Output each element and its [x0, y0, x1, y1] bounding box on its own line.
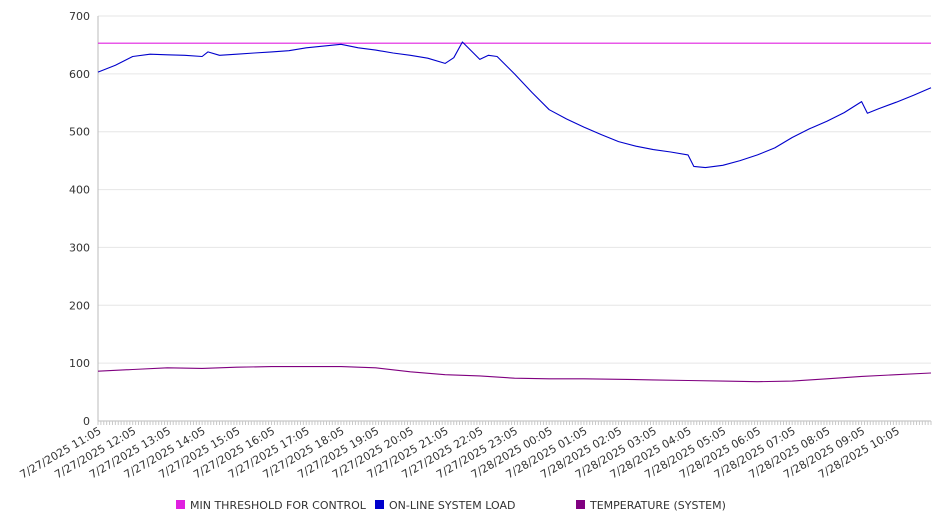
y-tick-label: 700 — [69, 10, 90, 23]
series-line-temperature-system — [97, 366, 932, 383]
y-tick-label: 0 — [83, 415, 90, 428]
legend-item[interactable]: TEMPERATURE (SYSTEM) — [576, 499, 726, 512]
legend-swatch — [176, 500, 185, 509]
legend[interactable]: MIN THRESHOLD FOR CONTROL ON-LINE SYSTEM … — [176, 499, 726, 512]
series-layer — [97, 41, 932, 383]
legend-swatch — [576, 500, 585, 509]
y-tick-label: 300 — [69, 241, 90, 254]
y-tick-label: 500 — [69, 126, 90, 139]
legend-label: MIN THRESHOLD FOR CONTROL — [190, 499, 367, 512]
legend-item[interactable]: ON-LINE SYSTEM LOAD — [375, 499, 515, 512]
y-tick-label: 200 — [69, 299, 90, 312]
grid — [98, 15, 931, 364]
legend-label: ON-LINE SYSTEM LOAD — [389, 499, 515, 512]
series-line-on-line-system-load — [97, 41, 932, 169]
y-axis-ticks: 0 100 200 300 400 500 600 700 — [69, 10, 90, 428]
legend-swatch — [375, 500, 384, 509]
x-axis-ticks: 7/27/2025 11:057/27/2025 12:057/27/2025 … — [18, 424, 902, 481]
legend-label: TEMPERATURE (SYSTEM) — [589, 499, 726, 512]
legend-item[interactable]: MIN THRESHOLD FOR CONTROL — [176, 499, 367, 512]
axes — [97, 16, 932, 425]
y-tick-label: 600 — [69, 68, 90, 81]
y-tick-label: 100 — [69, 357, 90, 370]
y-tick-label: 400 — [69, 184, 90, 197]
